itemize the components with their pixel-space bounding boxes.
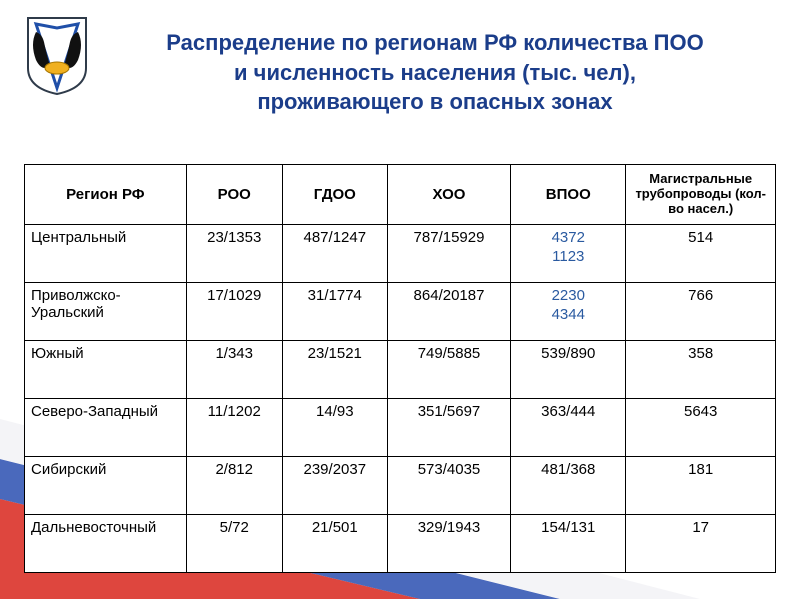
- cell-xoo: 329/1943: [387, 515, 510, 573]
- title-line-2: и численность населения (тыс. чел),: [234, 60, 636, 85]
- cell-pipe: 766: [626, 283, 776, 341]
- cell-vpoo-line: 4372: [517, 229, 619, 248]
- cell-pipe: 181: [626, 457, 776, 515]
- cell-vpoo: 539/890: [511, 341, 626, 399]
- cell-roo: 5/72: [186, 515, 282, 573]
- cell-region: Северо-Западный: [25, 399, 187, 457]
- cell-vpoo-line: 2230: [517, 287, 619, 306]
- cell-region: Центральный: [25, 225, 187, 283]
- col-header-roo: РОО: [186, 165, 282, 225]
- cell-vpoo: 363/444: [511, 399, 626, 457]
- cell-pipe: 17: [626, 515, 776, 573]
- table-row: Дальневосточный5/7221/501329/1943 154/131…: [25, 515, 776, 573]
- table-header-row: Регион РФ РОО ГДОО ХОО ВПОО Магистральны…: [25, 165, 776, 225]
- table-row: Приволжско-Уральский17/102931/1774864/20…: [25, 283, 776, 341]
- cell-vpoo: 22304344: [511, 283, 626, 341]
- col-header-vpoo: ВПОО: [511, 165, 626, 225]
- region-emblem-icon: [22, 14, 92, 96]
- cell-vpoo-line: 1123: [517, 248, 619, 267]
- cell-vpoo: 154/131: [511, 515, 626, 573]
- cell-roo: 17/1029: [186, 283, 282, 341]
- cell-vpoo-line: 539/890: [541, 345, 595, 362]
- data-table-wrap: Регион РФ РОО ГДОО ХОО ВПОО Магистральны…: [24, 164, 776, 573]
- col-header-gdoo: ГДОО: [282, 165, 387, 225]
- cell-gdoo: 487/1247: [282, 225, 387, 283]
- cell-vpoo: 481/368: [511, 457, 626, 515]
- cell-pipe: 514: [626, 225, 776, 283]
- cell-pipe: 5643: [626, 399, 776, 457]
- cell-vpoo-line: 154/131: [541, 519, 595, 536]
- title-line-3: проживающего в опасных зонах: [257, 89, 612, 114]
- cell-roo: 2/812: [186, 457, 282, 515]
- cell-xoo: 787/15929: [387, 225, 510, 283]
- cell-gdoo: 14/93: [282, 399, 387, 457]
- cell-vpoo-line: 4344: [517, 306, 619, 325]
- cell-xoo: 573/4035: [387, 457, 510, 515]
- cell-region: Сибирский: [25, 457, 187, 515]
- title-line-1: Распределение по регионам РФ количества …: [166, 30, 703, 55]
- cell-vpoo-line: 363/444: [541, 403, 595, 420]
- cell-pipe: 358: [626, 341, 776, 399]
- col-header-xoo: ХОО: [387, 165, 510, 225]
- cell-roo: 23/1353: [186, 225, 282, 283]
- cell-xoo: 864/20187: [387, 283, 510, 341]
- cell-region: Южный: [25, 341, 187, 399]
- col-header-pipe: Магистральные трубопроводы (кол-во насел…: [626, 165, 776, 225]
- data-table: Регион РФ РОО ГДОО ХОО ВПОО Магистральны…: [24, 164, 776, 573]
- cell-xoo: 749/5885: [387, 341, 510, 399]
- cell-xoo: 351/5697: [387, 399, 510, 457]
- cell-gdoo: 21/501: [282, 515, 387, 573]
- table-row: Южный1/34323/1521749/5885 539/890 358: [25, 341, 776, 399]
- table-row: Сибирский2/812239/2037573/4035 481/368 181: [25, 457, 776, 515]
- table-row: Северо-Западный11/120214/93351/5697 363/4…: [25, 399, 776, 457]
- col-header-region: Регион РФ: [25, 165, 187, 225]
- table-row: Центральный23/1353487/1247787/1592943721…: [25, 225, 776, 283]
- cell-vpoo: 43721123: [511, 225, 626, 283]
- cell-region: Дальневосточный: [25, 515, 187, 573]
- cell-vpoo-line: 481/368: [541, 461, 595, 478]
- cell-roo: 1/343: [186, 341, 282, 399]
- cell-gdoo: 31/1774: [282, 283, 387, 341]
- slide-title: Распределение по регионам РФ количества …: [110, 28, 760, 117]
- cell-gdoo: 239/2037: [282, 457, 387, 515]
- cell-roo: 11/1202: [186, 399, 282, 457]
- cell-region: Приволжско-Уральский: [25, 283, 187, 341]
- cell-gdoo: 23/1521: [282, 341, 387, 399]
